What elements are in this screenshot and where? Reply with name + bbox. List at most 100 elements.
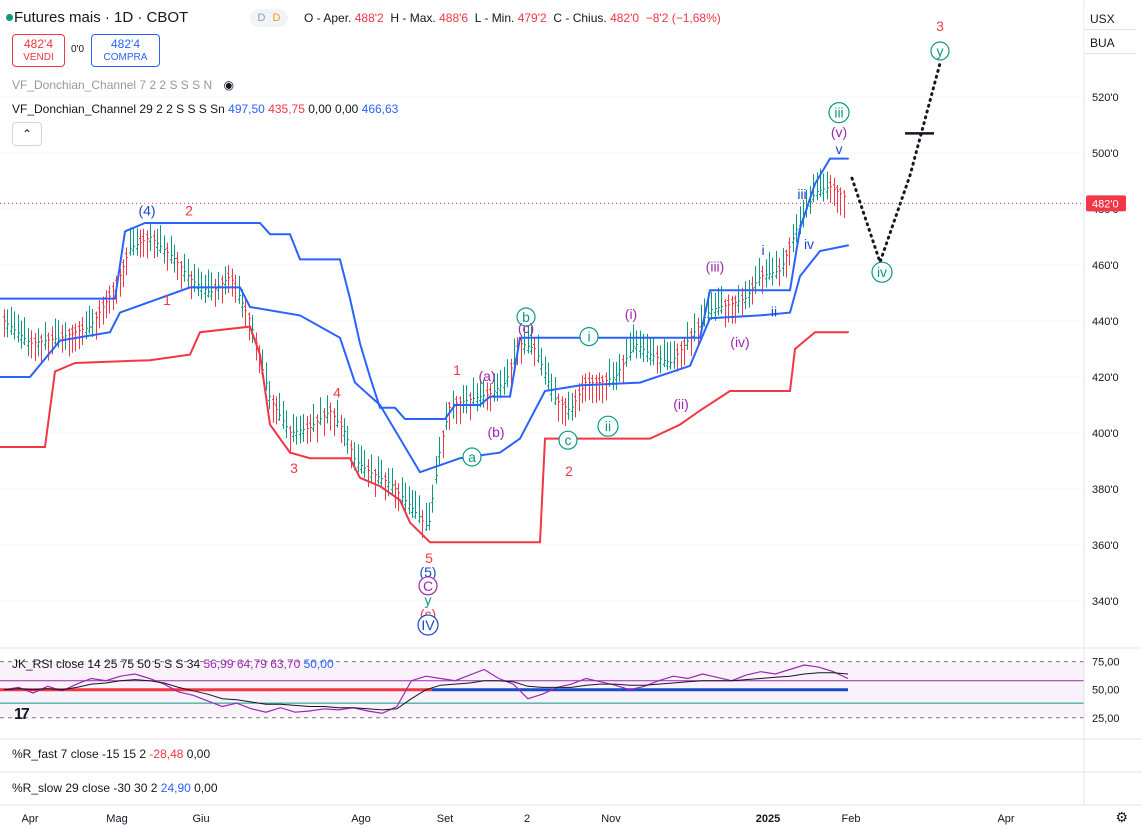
price-tick-label: 520'0 bbox=[1092, 92, 1119, 104]
donchian-value-4: 466,63 bbox=[358, 102, 399, 116]
indicator-donchian-large[interactable]: VF_Donchian_Channel 29 2 2 S S S Sn 497,… bbox=[12, 102, 398, 116]
wave-label: (4) bbox=[138, 203, 155, 219]
wave-label: iii bbox=[797, 186, 806, 202]
sell-price: 482'4 bbox=[24, 37, 53, 51]
wave-label: C bbox=[423, 578, 433, 594]
time-tick-label: Apr bbox=[21, 813, 38, 825]
wave-label: (5) bbox=[419, 564, 436, 580]
price-tick-label: 440'0 bbox=[1092, 316, 1119, 328]
price-tick-label: 380'0 bbox=[1092, 484, 1119, 496]
wave-label: iv bbox=[804, 236, 814, 252]
wave-label: a bbox=[468, 449, 476, 465]
collapse-legend-button[interactable]: ⌃ bbox=[12, 122, 42, 146]
tradingview-logo: 17 bbox=[14, 706, 30, 723]
rsi-line bbox=[3, 664, 849, 714]
hide-eye-icon[interactable]: ◉ bbox=[223, 78, 234, 92]
price-tick-label: 340'0 bbox=[1092, 596, 1119, 608]
ohlc-low: L - Min. 479'2 bbox=[474, 11, 547, 25]
indicator-donchian-large-name: VF_Donchian_Channel 29 2 2 S S S Sn bbox=[12, 102, 225, 116]
rfast-name: %R_fast 7 close -15 15 2 bbox=[12, 747, 147, 761]
rsi-legend[interactable]: JK_RSI close 14 25 75 50 5 S S 34 56,99 … bbox=[12, 657, 334, 671]
data-quality-pill[interactable]: D D bbox=[250, 9, 288, 27]
wave-label-circle bbox=[828, 101, 850, 124]
indicator-donchian-large-values: 497,50 435,75 0,00 0,00 466,63 bbox=[228, 102, 398, 116]
wave-label-circle bbox=[462, 447, 482, 467]
time-tick-label: 2025 bbox=[756, 813, 780, 825]
indicator-donchian-small-name: VF_Donchian_Channel 7 2 2 S S S N bbox=[12, 78, 213, 92]
last-price-label: 482'0 bbox=[1092, 198, 1119, 210]
wave-label: 2 bbox=[185, 203, 193, 219]
rslow-values: 24,90 0,00 bbox=[161, 781, 218, 795]
donchian-lower-line bbox=[0, 325, 849, 544]
rfast-legend[interactable]: %R_fast 7 close -15 15 2 -28,48 0,00 bbox=[12, 747, 210, 761]
price-tick-label: 460'0 bbox=[1092, 260, 1119, 272]
wave-label: iv bbox=[877, 264, 887, 280]
price-tick-label: 400'0 bbox=[1092, 428, 1119, 440]
wave-label: i bbox=[587, 329, 590, 345]
wave-label: (b) bbox=[487, 424, 504, 440]
wave-label: (i) bbox=[625, 306, 637, 322]
wave-label: ii bbox=[771, 303, 777, 319]
ohlc-high: H - Max. 488'6 bbox=[390, 11, 469, 25]
wave-label: 1 bbox=[453, 362, 461, 378]
donchian-upper-line bbox=[0, 157, 849, 420]
buy-button[interactable]: 482'4 COMPRA bbox=[91, 34, 160, 67]
rsi-value-3: 50,00 bbox=[300, 657, 334, 671]
spread-value: 0'0 bbox=[71, 44, 85, 55]
wave-label: iii bbox=[834, 105, 843, 121]
wave-label: IV bbox=[421, 617, 435, 633]
wave-label-circle bbox=[871, 261, 893, 283]
rsi-value-0: 56,99 bbox=[203, 657, 234, 671]
donchian-value-0: 497,50 bbox=[228, 102, 265, 116]
time-tick-label: Nov bbox=[601, 813, 621, 825]
buy-label: COMPRA bbox=[103, 52, 148, 63]
wave-label-circle bbox=[417, 614, 439, 636]
rfast-value-0: -28,48 bbox=[149, 747, 184, 761]
rslow-value-1: 0,00 bbox=[190, 781, 218, 795]
settings-gear-icon[interactable]: ⚙ bbox=[1115, 809, 1128, 825]
chevron-up-icon: ⌃ bbox=[21, 127, 33, 141]
wave-label: (ii) bbox=[673, 396, 689, 412]
market-status-dot bbox=[6, 14, 13, 21]
rsi-values: 56,99 64,79 63,70 50,00 bbox=[203, 657, 333, 671]
donchian-middle-line bbox=[0, 244, 849, 474]
donchian-value-1: 435,75 bbox=[264, 102, 305, 116]
sell-button[interactable]: 482'4 VENDI bbox=[12, 34, 65, 67]
price-tick-label: 500'0 bbox=[1092, 148, 1119, 160]
rslow-value-0: 24,90 bbox=[160, 781, 191, 795]
symbol-title[interactable]: Futures mais · 1D · CBOT bbox=[14, 9, 189, 26]
rfast-values: -28,48 0,00 bbox=[149, 747, 210, 761]
rsi-average-line bbox=[3, 672, 849, 711]
last-price-badge bbox=[1086, 195, 1126, 212]
time-tick-label: Ago bbox=[351, 813, 371, 825]
rslow-legend[interactable]: %R_slow 29 close -30 30 2 24,90 0,00 bbox=[12, 781, 218, 795]
wave-label-circle bbox=[930, 41, 950, 61]
wave-label: c bbox=[565, 432, 572, 448]
pill-left: D bbox=[257, 12, 266, 24]
wave-label: 4 bbox=[333, 385, 341, 401]
wave-label-circle bbox=[558, 430, 578, 450]
projection-dotted-line bbox=[850, 61, 942, 267]
wave-label: v bbox=[836, 141, 843, 157]
exchange-selector[interactable]: BUA bbox=[1084, 32, 1136, 54]
time-tick-label: Mag bbox=[106, 813, 127, 825]
change-value: −8'2 (−1,68%) bbox=[645, 11, 721, 25]
rsi-name: JK_RSI close 14 25 75 50 5 S S 34 bbox=[12, 657, 201, 671]
wave-label: 5 bbox=[425, 550, 433, 566]
wave-label: (v) bbox=[831, 124, 847, 140]
rsi-tick-label: 75,00 bbox=[1092, 657, 1120, 669]
wave-label: 3 bbox=[936, 18, 944, 34]
time-tick-label: 2 bbox=[524, 813, 530, 825]
wave-label-circle bbox=[597, 415, 619, 437]
indicator-donchian-small[interactable]: VF_Donchian_Channel 7 2 2 S S S N ◉ bbox=[12, 78, 234, 92]
ohlc-close: C - Chius. 482'0 bbox=[553, 11, 640, 25]
pill-right: D bbox=[272, 12, 281, 24]
sell-label: VENDI bbox=[23, 52, 54, 63]
wave-label: 1 bbox=[163, 292, 171, 308]
rfast-value-1: 0,00 bbox=[183, 747, 211, 761]
wave-label-circle bbox=[418, 576, 438, 596]
wave-label: (iv) bbox=[730, 334, 749, 350]
currency-unit-selector[interactable]: USX bbox=[1084, 8, 1136, 30]
